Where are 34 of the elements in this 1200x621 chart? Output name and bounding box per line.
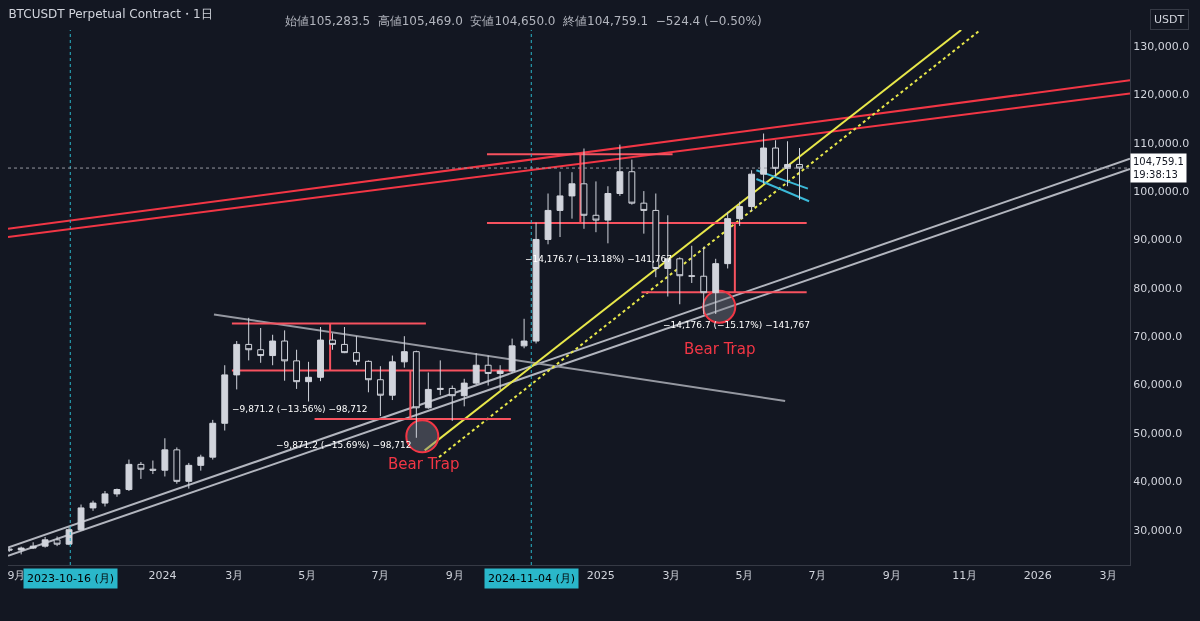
chart-subtitle: 始値105,283.5 高値105,469.0 安値104,650.0 終値104,759.1 −524.4 (−0.50%) <box>285 14 762 28</box>
y-axis-title: USDT <box>1154 13 1185 26</box>
x-tick-label: 3月 <box>1099 569 1118 583</box>
y-tick-label: 110,000.0 <box>1133 136 1190 150</box>
y-tick-label: 40,000.0 <box>1133 475 1183 489</box>
y-tick-label: 130,000.0 <box>1133 39 1190 53</box>
chart-title: BTCUSDT Perpetual Contract・1日 <box>8 6 213 21</box>
annotation: Bear Trap <box>388 455 460 473</box>
x-tick-label: 3月 <box>662 569 681 583</box>
x-tick-label: 3月 <box>225 569 244 583</box>
x-tick-label: 7月 <box>371 569 390 583</box>
y-tick-label: 60,000.0 <box>1133 378 1183 392</box>
x-tick-label: 2024 <box>148 569 177 583</box>
y-tick-label: 120,000.0 <box>1133 88 1190 102</box>
y-tick-label: 100,000.0 <box>1133 184 1190 198</box>
y-tick-label: 50,000.0 <box>1133 426 1183 440</box>
x-tick-label: 9月 <box>882 569 901 583</box>
y-tick-label: 90,000.0 <box>1133 233 1183 247</box>
x-tick-label: 5月 <box>735 569 754 583</box>
x-tick-label: 5月 <box>298 569 317 583</box>
y-tick-label: 30,000.0 <box>1133 523 1183 537</box>
y-tick-label: 80,000.0 <box>1133 281 1183 295</box>
annotation: −9,871.2 (−13.56%) −98,712 <box>232 404 368 414</box>
ref-line-label: 2024-11-04 (月) <box>488 572 576 585</box>
x-tick-label: 2025 <box>586 569 615 583</box>
ref-line-label: 2023-10-16 (月) <box>27 572 115 585</box>
x-tick-label: 7月 <box>808 569 827 583</box>
annotation: Bear Trap <box>684 340 756 358</box>
x-tick-label: 9月 <box>7 569 26 583</box>
x-tick-label: 9月 <box>445 569 464 583</box>
x-tick-label: 11月 <box>952 569 978 583</box>
ref-line-label: 104,759.1 19:38:13 <box>1133 156 1184 180</box>
x-tick-label: 2026 <box>1023 569 1052 583</box>
y-tick-label: 70,000.0 <box>1133 330 1183 344</box>
